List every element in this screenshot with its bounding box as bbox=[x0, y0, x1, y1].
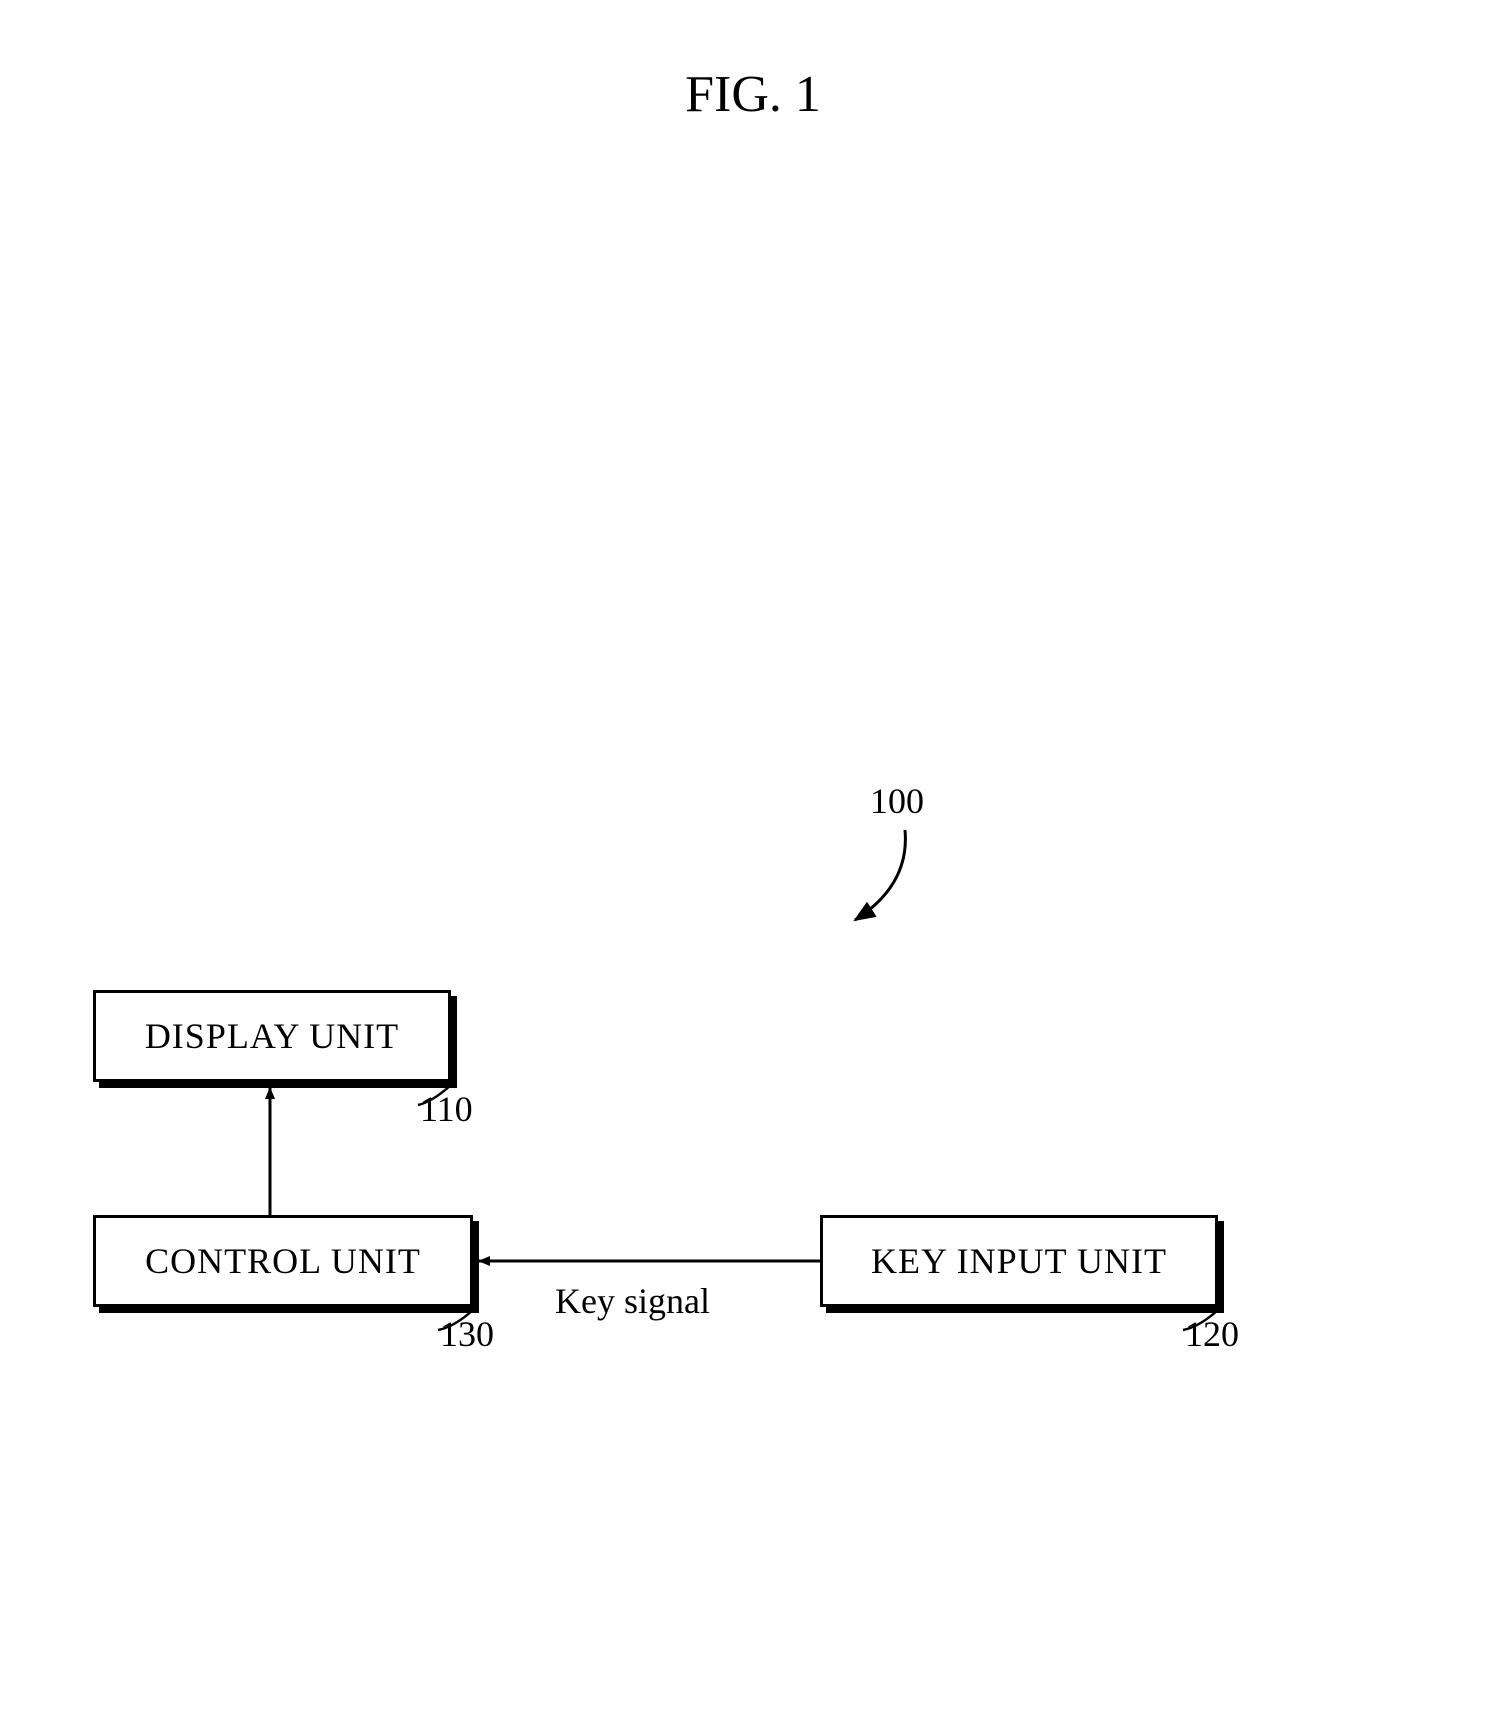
figure-title: FIG. 1 bbox=[685, 65, 821, 124]
overall-ref-label: 100 bbox=[870, 780, 924, 822]
display-node-label: DISPLAY UNIT bbox=[145, 1015, 399, 1057]
diagram-overlay bbox=[0, 0, 1506, 1711]
display-node: DISPLAY UNIT bbox=[93, 990, 451, 1082]
keyinput-node: KEY INPUT UNIT bbox=[820, 1215, 1218, 1307]
control-node-label: CONTROL UNIT bbox=[145, 1240, 421, 1282]
control-ref-label: 130 bbox=[440, 1313, 494, 1355]
key-signal-label: Key signal bbox=[555, 1280, 710, 1322]
control-node: CONTROL UNIT bbox=[93, 1215, 473, 1307]
keyinput-node-label: KEY INPUT UNIT bbox=[871, 1240, 1167, 1282]
keyinput-ref-label: 120 bbox=[1185, 1313, 1239, 1355]
overall-ref-pointer bbox=[855, 830, 905, 920]
display-ref-label: 110 bbox=[420, 1088, 473, 1130]
